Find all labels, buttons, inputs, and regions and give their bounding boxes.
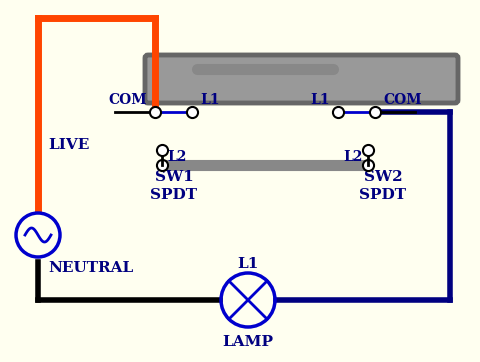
Text: L1: L1 [310,93,329,107]
Text: L2: L2 [343,150,362,164]
Text: LIVE: LIVE [48,138,89,152]
FancyBboxPatch shape [144,55,457,103]
Text: L1: L1 [200,93,219,107]
Text: SPDT: SPDT [150,188,197,202]
Text: SW1: SW1 [154,170,193,184]
Text: SPDT: SPDT [359,188,406,202]
Text: L1: L1 [237,257,258,271]
Text: COM: COM [108,93,147,107]
Text: LAMP: LAMP [222,335,273,349]
Text: L2: L2 [167,150,186,164]
Text: COM: COM [382,93,421,107]
Text: NEUTRAL: NEUTRAL [48,261,133,275]
Text: SW2: SW2 [363,170,401,184]
